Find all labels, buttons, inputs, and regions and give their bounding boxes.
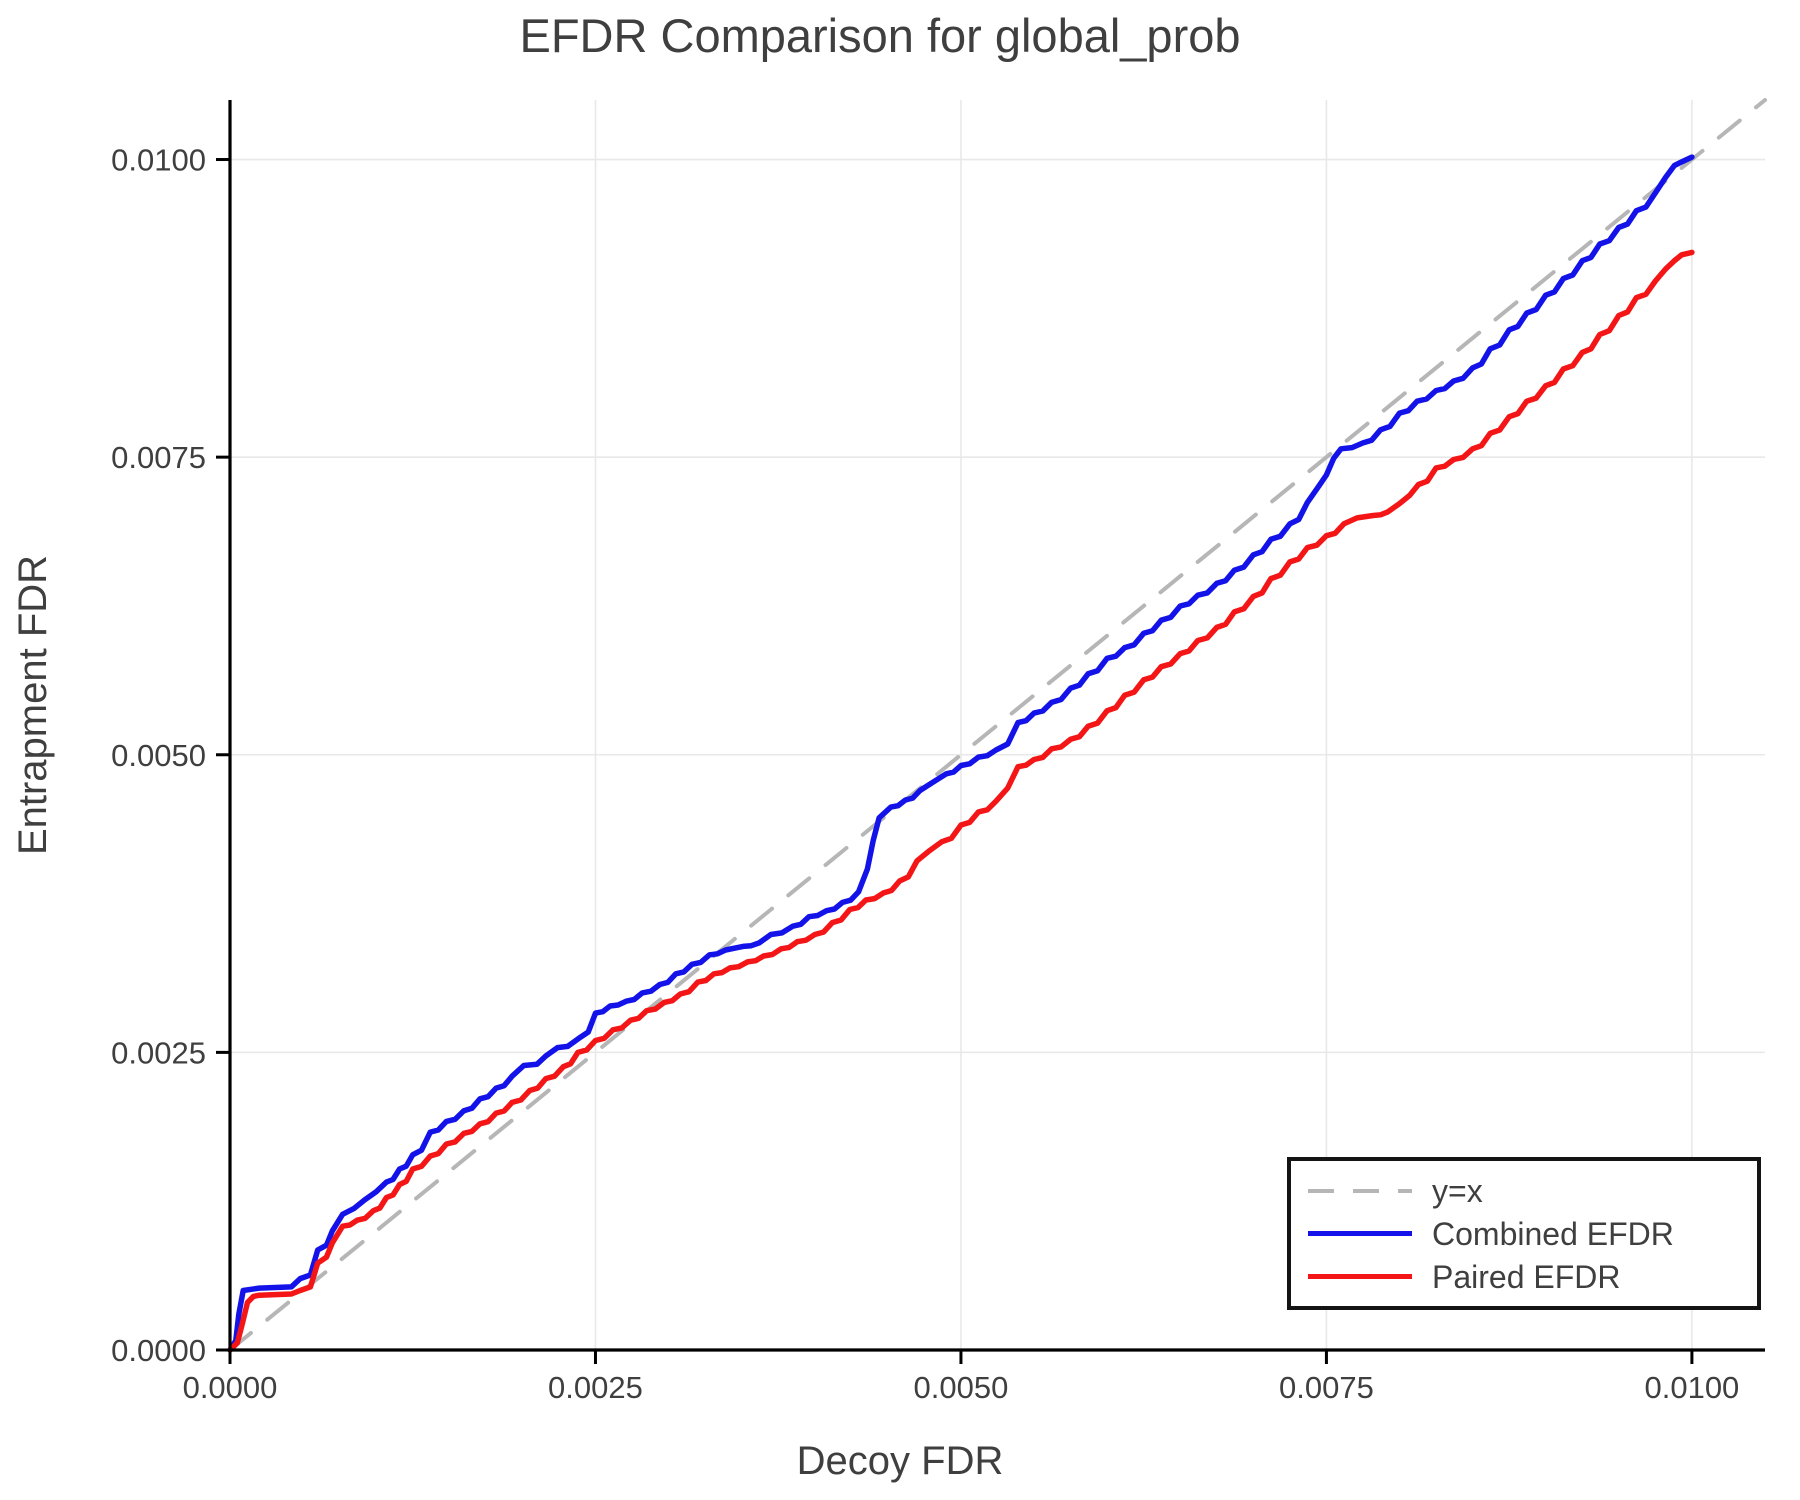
legend-label-combined: Combined EFDR [1432, 1215, 1674, 1252]
paired-line-sample [1308, 1274, 1412, 1279]
x-tick-label: 0.0100 [1644, 1370, 1739, 1405]
combined-efdr-line [227, 154, 1695, 1353]
identity-line [228, 98, 1767, 1352]
axis-ticks [216, 158, 1694, 1364]
legend-row-identity: y=x [1308, 1172, 1757, 1210]
axis-spines [228, 100, 1765, 1352]
legend-label-paired: Paired EFDR [1432, 1258, 1621, 1295]
legend: y=x Combined EFDR Paired EFDR [1287, 1157, 1761, 1310]
paired-efdr-line [227, 249, 1695, 1353]
x-axis-label: Decoy FDR [797, 1439, 1004, 1483]
identity-line-sample [1308, 1188, 1412, 1193]
series-lines [227, 98, 1767, 1353]
gridlines [230, 100, 1765, 1350]
legend-row-combined: Combined EFDR [1308, 1215, 1757, 1253]
x-tick-label: 0.0000 [183, 1370, 278, 1405]
combined-line-sample [1308, 1231, 1412, 1236]
y-tick-label: 0.0000 [111, 1333, 206, 1368]
y-tick-label: 0.0050 [111, 738, 206, 773]
legend-label-identity: y=x [1432, 1172, 1483, 1209]
y-tick-label: 0.0025 [111, 1035, 206, 1070]
x-tick-label: 0.0050 [914, 1370, 1009, 1405]
tick-labels: 0.0000 0.0025 0.0050 0.0075 0.0100 0.0000 0.00… [111, 143, 1739, 1405]
legend-row-paired: Paired EFDR [1308, 1258, 1757, 1296]
y-tick-label: 0.0075 [111, 440, 206, 475]
chart-title: EFDR Comparison for global_prob [520, 9, 1241, 62]
y-tick-label: 0.0100 [111, 143, 206, 178]
y-axis-label: Entrapment FDR [11, 555, 55, 855]
x-tick-label: 0.0075 [1279, 1370, 1374, 1405]
x-tick-label: 0.0025 [548, 1370, 643, 1405]
